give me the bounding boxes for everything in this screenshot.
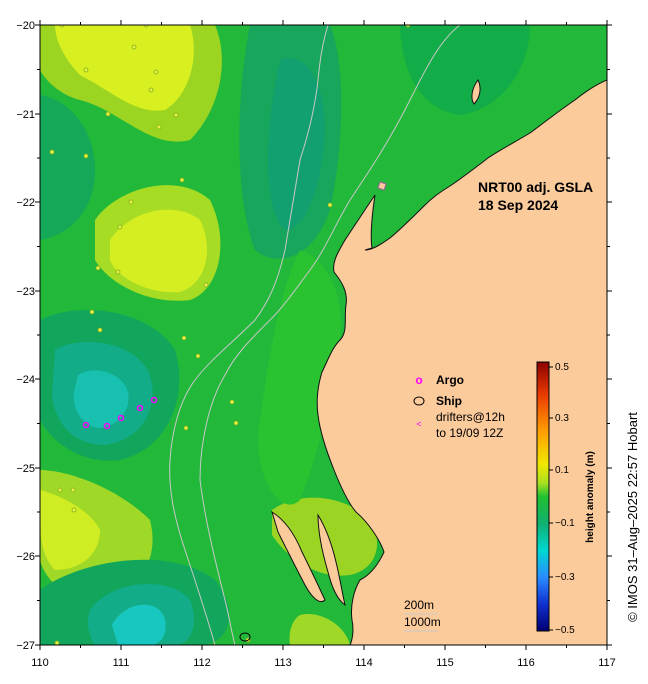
x-tick-label: 111 (113, 657, 130, 669)
drifter-marker (83, 67, 89, 73)
x-tick-label: 117 (598, 657, 616, 669)
y-tick-label: −21 (16, 109, 35, 121)
drifter-marker (203, 282, 209, 288)
drifter-marker (148, 87, 154, 93)
x-tick-label: 110 (31, 657, 49, 669)
drifter-marker (179, 177, 185, 183)
drifter-marker (229, 399, 235, 405)
credit-line: © IMOS 31–Aug–2025 22:57 Hobart (625, 412, 640, 622)
argo-float-marker (117, 414, 125, 422)
colorbar-tick-label: 0.5 (555, 362, 569, 373)
drifter-marker (233, 420, 239, 426)
anomaly-field-lower (268, 58, 325, 230)
y-tick-label: −26 (16, 551, 35, 563)
colorbar-title: height anomaly (m) (585, 451, 596, 543)
drifter-marker (115, 269, 121, 275)
drifter-label: drifters@12h (436, 410, 505, 424)
anomaly-field-peak (40, 490, 100, 570)
colorbar-tick-label: −0.3 (555, 572, 575, 583)
anomaly-field-low (40, 95, 95, 240)
drifter-marker (105, 111, 111, 117)
drifter-marker (327, 202, 333, 208)
landmass-island (471, 79, 481, 105)
landmass-australia (316, 79, 607, 645)
y-tick-label: −24 (16, 374, 35, 386)
argo-symbol: o (415, 373, 422, 387)
drifter-marker (131, 44, 137, 50)
anomaly-field-high (289, 614, 350, 645)
bathymetry-contours (169, 25, 461, 645)
colorbar-tick-label: 0.1 (555, 465, 569, 476)
map-date: 18 Sep 2024 (478, 197, 558, 213)
bathymetry-key: 200m 1000m (404, 598, 441, 632)
drifter-marker (195, 353, 201, 359)
x-tick-label: 116 (517, 657, 535, 669)
landmass-peron-peninsula (271, 510, 326, 603)
argo-float-marker (150, 396, 158, 404)
anomaly-field-low (400, 25, 530, 115)
drifter-marker (54, 640, 60, 645)
axis-ticks (35, 20, 612, 650)
drifter-symbol: < (416, 419, 421, 429)
drifter-marker (83, 153, 89, 159)
x-tick-label: 115 (436, 657, 454, 669)
drifter-marker (128, 199, 134, 205)
anomaly-field-shelf (258, 250, 341, 505)
map-plot-area (40, 25, 607, 645)
argo-float-marker (103, 422, 111, 430)
y-tick-label: −22 (16, 197, 35, 209)
argo-label: Argo (436, 373, 464, 387)
ship-symbol (413, 396, 425, 406)
x-tick-label: 113 (274, 657, 292, 669)
anomaly-field-lowest (73, 370, 129, 428)
y-tick-label: −23 (16, 286, 35, 298)
anomaly-field-lowest (112, 604, 166, 645)
drifter-marker (181, 335, 187, 341)
x-tick-label: 112 (193, 657, 211, 669)
colorbar-tick-label: −0.5 (555, 625, 575, 636)
x-axis: 110 111 112 113 114 115 116 117 (31, 657, 616, 669)
drifter-period: to 19/09 12Z (436, 426, 503, 440)
drifter-marker (117, 224, 123, 230)
contour-200m-label: 200m (404, 598, 434, 612)
drifter-marker (57, 487, 63, 493)
y-axis: −20 −21 −22 −23 −24 −25 −26 −27 (16, 20, 35, 652)
drifter-marker (153, 69, 159, 75)
colorbar-tick-label: 0.3 (555, 413, 569, 424)
contour-1000m-label: 1000m (404, 615, 441, 629)
contour-1000m (199, 25, 461, 645)
argo-float-marker (82, 421, 90, 429)
drifter-marker (49, 149, 55, 155)
argo-floats (82, 396, 158, 430)
colorbar-tick-label: −0.1 (555, 518, 575, 529)
y-tick-label: −25 (16, 463, 35, 475)
drifter-marker (183, 425, 189, 431)
argo-float-marker (136, 404, 144, 412)
drifter-marker (97, 327, 103, 333)
colorbar-gradient (536, 361, 550, 632)
drifter-marker (71, 507, 77, 513)
contour-200m (169, 25, 329, 645)
drifter-marker (40, 576, 41, 580)
y-tick-label: −27 (16, 640, 35, 652)
drifter-marker (95, 265, 101, 271)
ship-marker (239, 632, 251, 642)
drifter-marker (173, 112, 179, 118)
ship-label: Ship (436, 394, 462, 408)
observation-markers (40, 25, 411, 645)
anomaly-field-peak (110, 209, 208, 293)
anomaly-field-peak (55, 25, 194, 111)
anomaly-fields (40, 25, 530, 645)
drifter-marker (89, 309, 95, 315)
colorbar: 0.5 0.3 0.1 −0.1 −0.3 −0.5 height anomal… (536, 361, 596, 636)
legend: o Argo Ship < drifters@12h to 19/09 12Z (413, 373, 505, 440)
drifter-marker (156, 124, 162, 130)
landmass-inner-peninsula (317, 513, 346, 607)
map-title: NRT00 adj. GSLA (478, 179, 593, 195)
x-tick-label: 114 (355, 657, 373, 669)
landmass-islet (377, 181, 387, 191)
y-tick-label: −20 (16, 20, 35, 32)
drifter-marker (70, 487, 76, 493)
